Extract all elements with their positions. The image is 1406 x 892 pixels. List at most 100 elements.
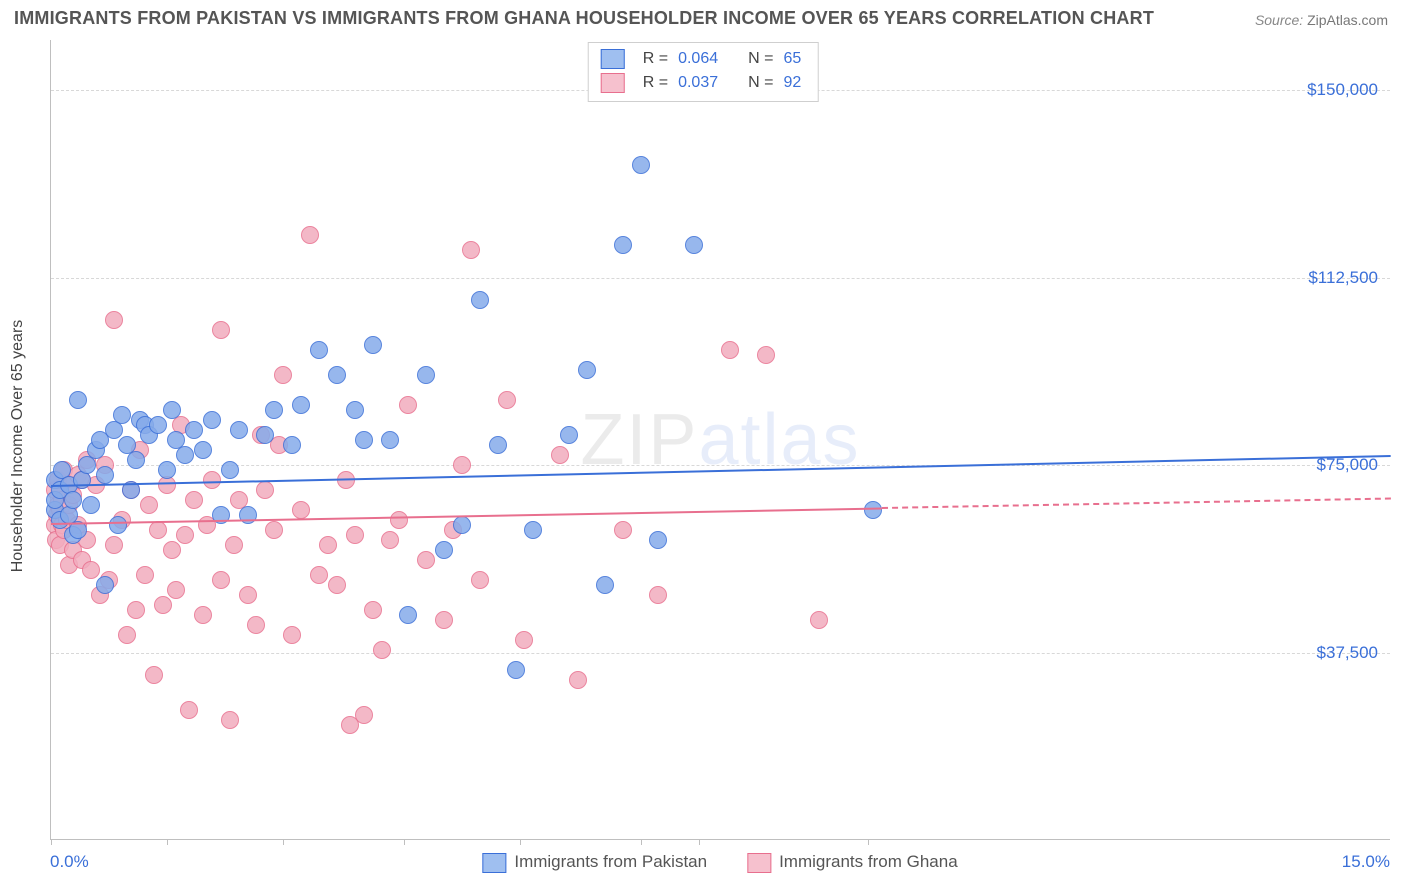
series-legend-item-ghana: Immigrants from Ghana [747,852,958,873]
scatter-point-pakistan [596,576,614,594]
scatter-point-pakistan [82,496,100,514]
gridline [51,465,1390,466]
scatter-point-pakistan [578,361,596,379]
scatter-point-pakistan [685,236,703,254]
series-legend: Immigrants from Pakistan Immigrants from … [482,852,957,873]
scatter-point-ghana [390,511,408,529]
legend-n-value: 92 [783,71,801,95]
legend-row-ghana: R =0.037N =92 [601,71,802,95]
scatter-point-ghana [649,586,667,604]
scatter-point-ghana [145,666,163,684]
chart-title: IMMIGRANTS FROM PAKISTAN VS IMMIGRANTS F… [14,8,1154,29]
series-legend-label: Immigrants from Pakistan [514,852,707,871]
scatter-point-pakistan [632,156,650,174]
x-axis-max-label: 15.0% [1342,852,1390,872]
scatter-point-ghana [355,706,373,724]
scatter-point-ghana [167,581,185,599]
scatter-point-ghana [498,391,516,409]
scatter-point-ghana [140,496,158,514]
legend-n-value: 65 [783,47,801,71]
scatter-point-ghana [310,566,328,584]
scatter-point-ghana [176,526,194,544]
scatter-point-ghana [203,471,221,489]
scatter-point-ghana [417,551,435,569]
scatter-point-pakistan [346,401,364,419]
scatter-point-ghana [346,526,364,544]
legend-swatch [601,49,625,69]
correlation-legend: R = 0.064 N = 65R =0.037N =92 [588,42,819,102]
scatter-point-pakistan [507,661,525,679]
scatter-point-pakistan [109,516,127,534]
scatter-point-pakistan [471,291,489,309]
scatter-point-ghana [721,341,739,359]
x-tick [520,839,521,845]
scatter-point-ghana [180,701,198,719]
scatter-point-ghana [462,241,480,259]
scatter-point-pakistan [328,366,346,384]
x-tick [51,839,52,845]
legend-n-label: N = [748,47,773,71]
scatter-point-pakistan [399,606,417,624]
scatter-point-pakistan [649,531,667,549]
scatter-point-ghana [212,571,230,589]
scatter-point-ghana [118,626,136,644]
x-axis-min-label: 0.0% [50,852,89,872]
scatter-point-pakistan [355,431,373,449]
scatter-point-ghana [82,561,100,579]
gridline [51,653,1390,654]
x-tick [868,839,869,845]
scatter-point-ghana [810,611,828,629]
scatter-point-pakistan [310,341,328,359]
scatter-point-pakistan [96,466,114,484]
scatter-point-pakistan [435,541,453,559]
series-legend-item-pakistan: Immigrants from Pakistan [482,852,707,873]
scatter-point-pakistan [381,431,399,449]
x-tick [404,839,405,845]
scatter-point-ghana [194,606,212,624]
trendline-dashed-ghana [882,498,1391,509]
scatter-point-ghana [136,566,154,584]
scatter-point-ghana [569,671,587,689]
legend-r-label: R = [643,71,668,95]
scatter-point-ghana [274,366,292,384]
scatter-point-ghana [453,456,471,474]
scatter-point-pakistan [96,576,114,594]
legend-row-pakistan: R =0.064N =65 [601,47,802,71]
scatter-point-pakistan [283,436,301,454]
legend-swatch [482,853,506,873]
scatter-point-ghana [163,541,181,559]
scatter-point-ghana [381,531,399,549]
scatter-point-pakistan [292,396,310,414]
trendline-pakistan [51,455,1391,487]
scatter-point-ghana [185,491,203,509]
scatter-point-pakistan [230,421,248,439]
legend-swatch [747,853,771,873]
scatter-point-ghana [757,346,775,364]
plot-area: ZIPatlas $37,500$75,000$112,500$150,000 [50,40,1390,840]
x-tick [167,839,168,845]
scatter-point-ghana [256,481,274,499]
y-axis-label: Householder Income Over 65 years [9,320,27,573]
scatter-point-pakistan [524,521,542,539]
scatter-point-pakistan [203,411,221,429]
scatter-point-pakistan [364,336,382,354]
scatter-point-ghana [105,311,123,329]
scatter-point-ghana [373,641,391,659]
scatter-point-pakistan [64,491,82,509]
source-attribution: Source: ZipAtlas.com [1255,12,1388,28]
scatter-point-ghana [149,521,167,539]
scatter-point-ghana [551,446,569,464]
scatter-point-ghana [471,571,489,589]
legend-r-value: 0.064 [678,47,718,71]
scatter-point-ghana [105,536,123,554]
source-value: ZipAtlas.com [1307,12,1388,28]
scatter-point-pakistan [560,426,578,444]
scatter-point-ghana [239,586,257,604]
scatter-point-pakistan [163,401,181,419]
gridline [51,278,1390,279]
scatter-point-pakistan [127,451,145,469]
legend-swatch [601,73,625,93]
scatter-point-ghana [247,616,265,634]
series-legend-label: Immigrants from Ghana [779,852,958,871]
scatter-point-pakistan [176,446,194,464]
